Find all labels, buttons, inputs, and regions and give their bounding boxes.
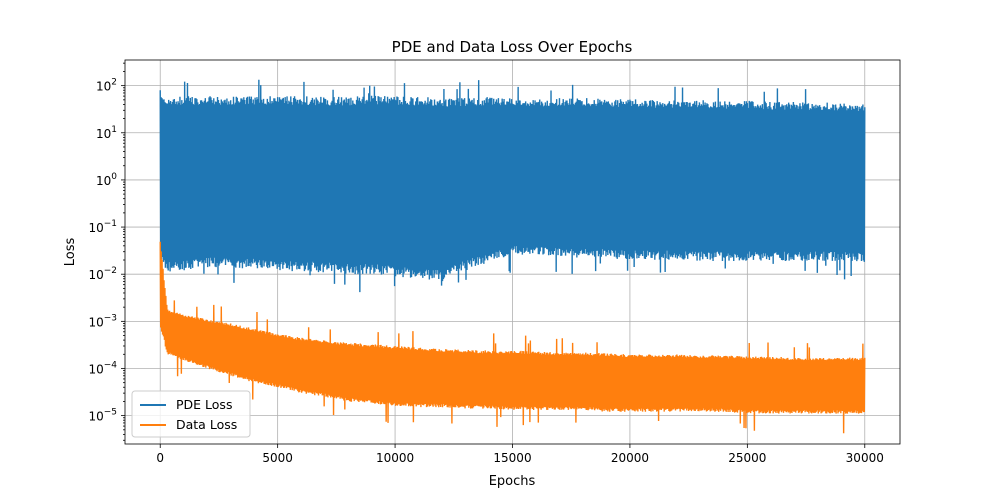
- legend: PDE Loss Data Loss: [131, 390, 251, 438]
- x-axis-label: Epochs: [489, 474, 536, 489]
- y-tick-label: 10−2: [88, 266, 117, 282]
- series-line-data-loss: [159, 241, 866, 434]
- y-tick-label: 102: [96, 78, 117, 94]
- x-tick-label: 25000: [728, 451, 766, 465]
- chart-title: PDE and Data Loss Over Epochs: [392, 38, 633, 56]
- plot-area: [159, 79, 866, 434]
- legend-label-pde-loss: PDE Loss: [176, 397, 232, 412]
- y-tick-label: 10−1: [88, 219, 117, 235]
- y-tick-label: 100: [96, 172, 117, 188]
- x-tick-label: 5000: [262, 451, 293, 465]
- y-axis-label: Loss: [63, 238, 78, 267]
- x-tick-label: 0: [156, 451, 164, 465]
- y-axis: 10−5 10−4 10−3 10−2 10−1 100 101 102: [88, 62, 125, 441]
- legend-label-data-loss: Data Loss: [176, 417, 237, 432]
- x-tick-label: 15000: [493, 451, 531, 465]
- x-tick-label: 10000: [376, 451, 414, 465]
- x-tick-label: 20000: [611, 451, 649, 465]
- series-line-pde-loss: [159, 79, 866, 293]
- y-tick-label: 10−5: [88, 408, 117, 424]
- y-tick-label: 101: [96, 125, 117, 141]
- x-tick-label: 30000: [846, 451, 884, 465]
- y-tick-label: 10−4: [88, 360, 117, 376]
- y-tick-label: 10−3: [88, 313, 117, 329]
- x-axis: 0 5000 10000 15000 20000 25000 30000: [156, 444, 884, 465]
